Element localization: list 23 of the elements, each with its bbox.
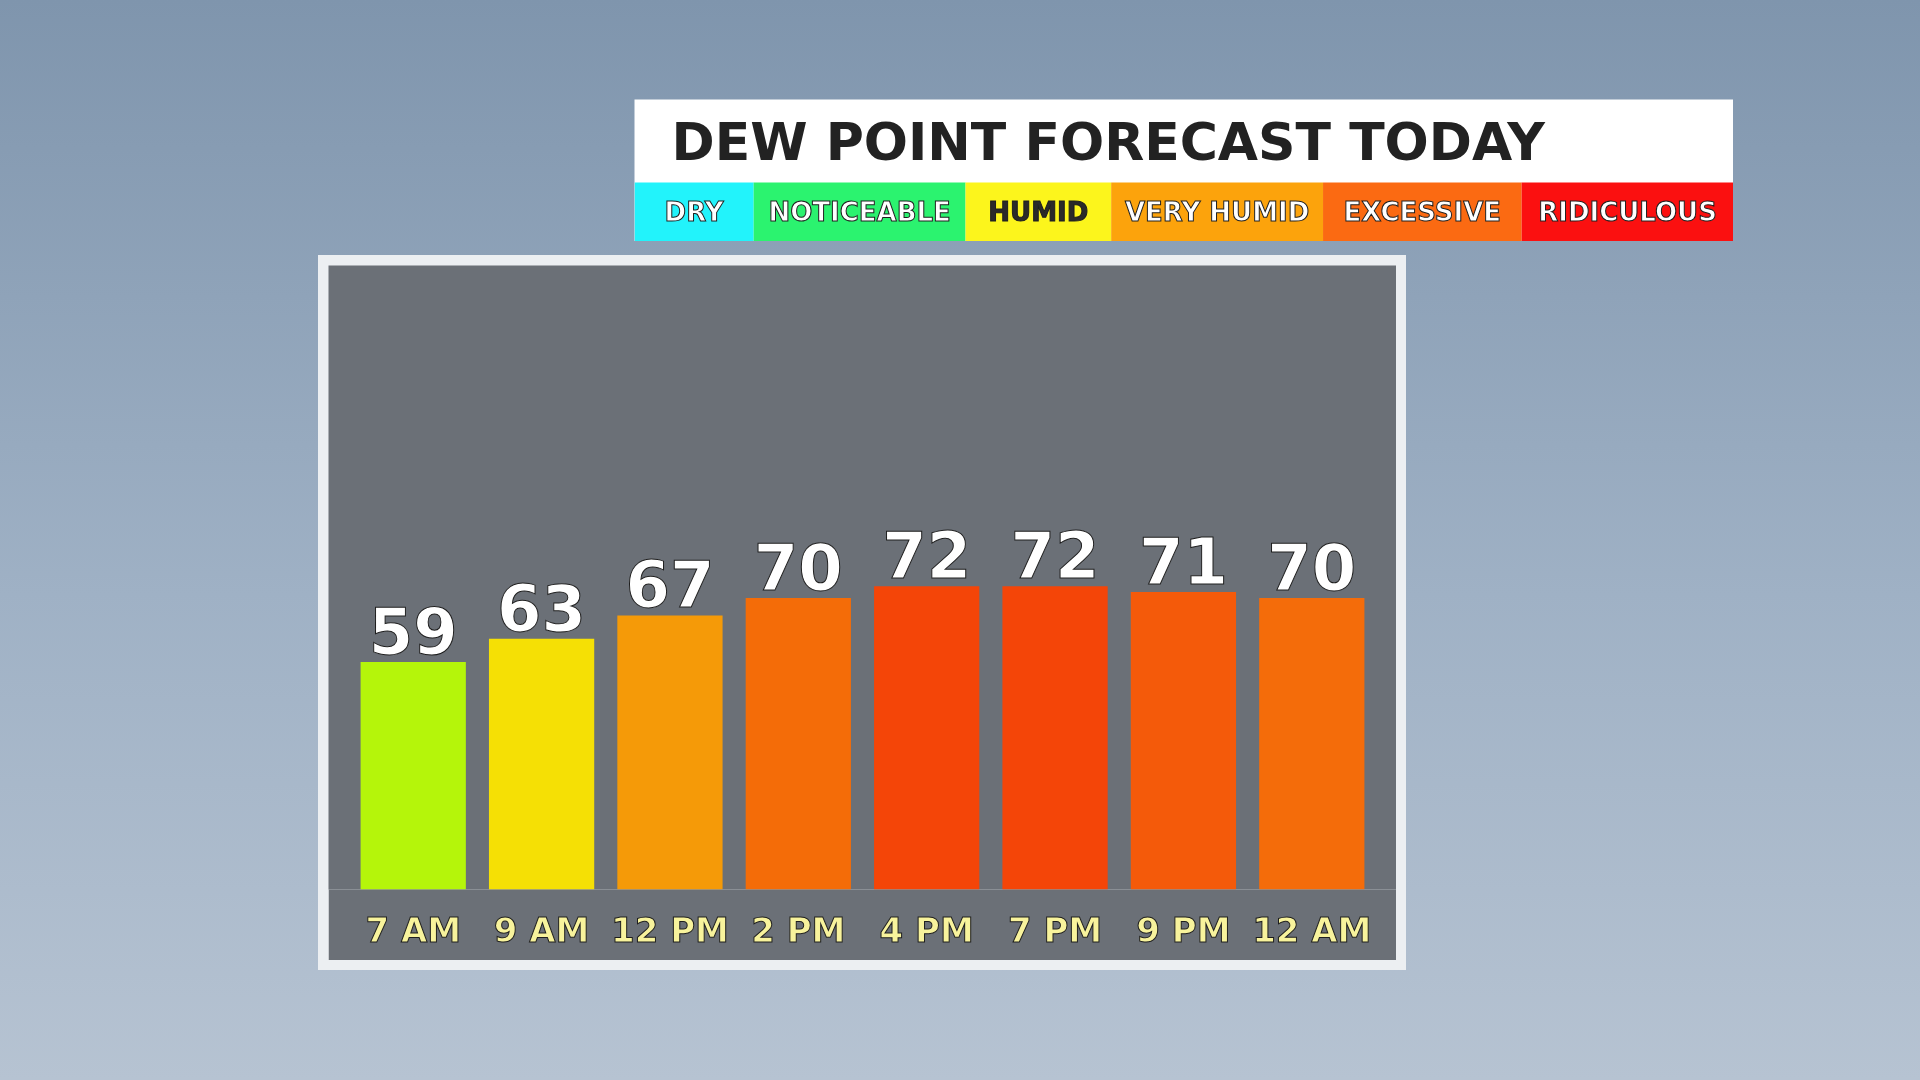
category-label: VERY HUMID: [1124, 197, 1310, 227]
x-tick-label: 9 PM: [1136, 909, 1231, 950]
data-label: 59: [368, 595, 458, 670]
x-tick-label: 7 AM: [365, 909, 462, 950]
data-label: 72: [1010, 519, 1100, 594]
data-label: 70: [753, 530, 843, 605]
x-tick-label: 9 AM: [493, 909, 590, 950]
data-label: 67: [625, 548, 715, 623]
data-label: 71: [1138, 525, 1228, 600]
x-tick-label: 12 AM: [1252, 909, 1372, 950]
category-label: HUMID: [988, 197, 1089, 227]
category-label: DRY: [664, 197, 725, 227]
category-label: RIDICULOUS: [1538, 197, 1717, 227]
category-label: NOTICEABLE: [768, 197, 951, 227]
data-label: 72: [882, 519, 972, 594]
x-tick-label: 7 PM: [1007, 909, 1103, 950]
x-tick-label: 2 PM: [751, 909, 846, 950]
data-label: 63: [497, 571, 587, 646]
data-label: 70: [1267, 530, 1357, 605]
x-tick-label: 4 PM: [879, 909, 974, 950]
text: DEW POINT FORECAST TODAY: [671, 111, 1547, 172]
x-tick-label: 12 PM: [611, 909, 729, 950]
category-label: EXCESSIVE: [1343, 197, 1502, 227]
